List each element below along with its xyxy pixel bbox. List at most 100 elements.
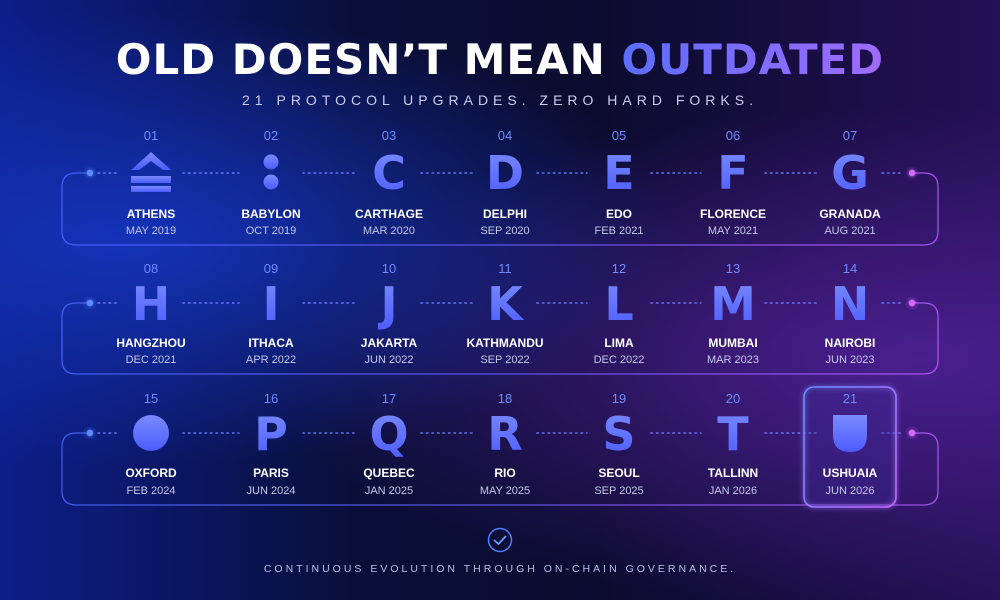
upgrade-number: 19 <box>612 391 626 406</box>
upgrade-number: 03 <box>382 128 396 143</box>
upgrade-item-babylon: 02 BABYLON OCT 2019 <box>241 128 300 237</box>
seoul-icon: S <box>602 407 635 461</box>
upgrade-date: MAY 2019 <box>126 225 176 237</box>
upgrade-name: BABYLON <box>241 207 300 221</box>
oxford-icon <box>133 415 169 451</box>
upgrade-name: KATHMANDU <box>466 336 543 350</box>
upgrade-name: MUMBAI <box>708 336 757 350</box>
upgrade-name: DELPHI <box>483 207 527 221</box>
babylon-icon <box>263 154 279 190</box>
jakarta-icon: J <box>377 277 397 331</box>
upgrade-item-kathmandu: 11K KATHMANDU SEP 2022 <box>466 261 543 366</box>
title-main: OLD DOESN’T MEAN <box>115 35 622 84</box>
upgrade-date: OCT 2019 <box>246 225 297 237</box>
upgrade-date: JAN 2025 <box>365 485 413 497</box>
row-rail <box>61 302 939 375</box>
upgrade-name: ITHACA <box>248 336 294 350</box>
upgrade-item-tallinn: 20T TALLINN JAN 2026 <box>708 391 758 497</box>
upgrade-number: 07 <box>843 128 857 143</box>
upgrade-item-edo: 05 E EDO FEB 2021 <box>595 128 644 237</box>
paris-icon: P <box>254 407 288 461</box>
ithaca-icon: I <box>262 277 279 331</box>
page-subtitle: 21 PROTOCOL UPGRADES. ZERO HARD FORKS. <box>242 92 758 108</box>
upgrade-number: 14 <box>843 261 857 276</box>
upgrade-item-delphi: 04 D DELPHI SEP 2020 <box>480 128 529 237</box>
upgrade-name: SEOUL <box>598 466 639 480</box>
timeline-items: 01 ATHENS MAY 2019 02 BABYLON OCT 2019 03 C CART… <box>116 128 897 508</box>
edo-icon: E <box>603 146 634 200</box>
upgrade-item-carthage: 03 C CARTHAGE MAR 2020 <box>355 128 423 237</box>
upgrade-name: FLORENCE <box>700 207 766 221</box>
svg-text:I: I <box>262 277 279 331</box>
rail-node-left <box>86 169 94 177</box>
upgrade-name: OXFORD <box>125 466 177 480</box>
upgrade-date: DEC 2022 <box>594 354 645 366</box>
upgrade-name: LIMA <box>604 336 634 350</box>
upgrade-number: 15 <box>144 391 158 406</box>
title-accent: OUTDATED <box>621 35 885 84</box>
lima-icon: L <box>604 277 633 331</box>
rail-node-left <box>86 299 94 307</box>
upgrade-date: AUG 2021 <box>824 225 875 237</box>
upgrade-name: NAIROBI <box>825 336 876 350</box>
upgrade-item-lima: 12L LIMA DEC 2022 <box>594 261 645 366</box>
athens-icon <box>131 152 171 192</box>
upgrade-date: JAN 2026 <box>709 485 757 497</box>
svg-text:T: T <box>717 407 749 461</box>
upgrade-name: EDO <box>606 207 632 221</box>
upgrade-item-nairobi: 14N NAIROBI JUN 2023 <box>825 261 876 366</box>
upgrade-item-paris: 16P PARIS JUN 2024 <box>247 391 296 497</box>
upgrade-number: 18 <box>498 391 512 406</box>
upgrade-item-hangzhou: 08H HANGZHOU DEC 2021 <box>116 261 185 366</box>
rail-node-right <box>908 169 916 177</box>
upgrade-item-ushuaia: 21 USHUAIA JUN 2026 <box>803 386 897 508</box>
upgrade-number: 12 <box>612 261 626 276</box>
row-rail <box>61 432 939 506</box>
upgrade-name: TALLINN <box>708 466 758 480</box>
svg-text:R: R <box>487 407 522 461</box>
upgrade-number: 16 <box>264 391 278 406</box>
upgrade-name: GRANADA <box>819 207 881 221</box>
svg-text:S: S <box>602 407 635 461</box>
rail-node-left <box>86 429 94 437</box>
upgrade-name: USHUAIA <box>823 466 878 480</box>
delphi-icon: D <box>486 146 524 200</box>
upgrade-item-athens: 01 ATHENS MAY 2019 <box>126 128 176 237</box>
row-rail <box>61 172 939 246</box>
upgrade-number: 21 <box>843 391 857 406</box>
upgrade-item-quebec: 17Q QUEBEC JAN 2025 <box>363 391 415 497</box>
upgrade-date: MAR 2020 <box>363 225 415 237</box>
upgrade-date: MAY 2025 <box>480 485 530 497</box>
rail-node-right <box>908 299 916 307</box>
upgrade-name: QUEBEC <box>363 466 415 480</box>
svg-text:C: C <box>372 146 406 200</box>
upgrade-date: JUN 2023 <box>826 354 875 366</box>
upgrade-name: ATHENS <box>127 207 175 221</box>
upgrade-item-ithaca: 09I ITHACA APR 2022 <box>246 261 296 366</box>
upgrade-name: HANGZHOU <box>116 336 185 350</box>
upgrade-number: 08 <box>144 261 158 276</box>
upgrade-item-florence: 06 F FLORENCE MAY 2021 <box>700 128 766 237</box>
page-title: OLD DOESN’T MEAN OUTDATED <box>0 30 1000 90</box>
ushuaia-icon <box>833 415 867 452</box>
hangzhou-icon: H <box>132 277 171 331</box>
upgrade-name: JAKARTA <box>361 336 418 350</box>
upgrade-item-rio: 18R RIO MAY 2025 <box>480 391 530 497</box>
footer-tagline: CONTINUOUS EVOLUTION THROUGH ON-CHAIN GO… <box>263 563 737 575</box>
svg-text:G: G <box>831 146 869 200</box>
upgrade-item-mumbai: 13M MUMBAI MAR 2023 <box>707 261 759 366</box>
upgrade-number: 06 <box>726 128 740 143</box>
upgrade-date: APR 2022 <box>246 354 296 366</box>
rio-icon: R <box>487 407 522 461</box>
upgrade-number: 11 <box>498 261 512 276</box>
upgrade-date: SEP 2020 <box>480 225 529 237</box>
upgrade-item-jakarta: 10J JAKARTA JUN 2022 <box>361 261 418 366</box>
svg-text:J: J <box>377 277 397 331</box>
mumbai-icon: M <box>710 277 756 331</box>
upgrade-date: FEB 2021 <box>595 225 644 237</box>
svg-text:Q: Q <box>369 407 408 461</box>
svg-text:K: K <box>487 277 525 331</box>
upgrade-date: MAY 2021 <box>708 225 758 237</box>
upgrade-number: 20 <box>726 391 740 406</box>
